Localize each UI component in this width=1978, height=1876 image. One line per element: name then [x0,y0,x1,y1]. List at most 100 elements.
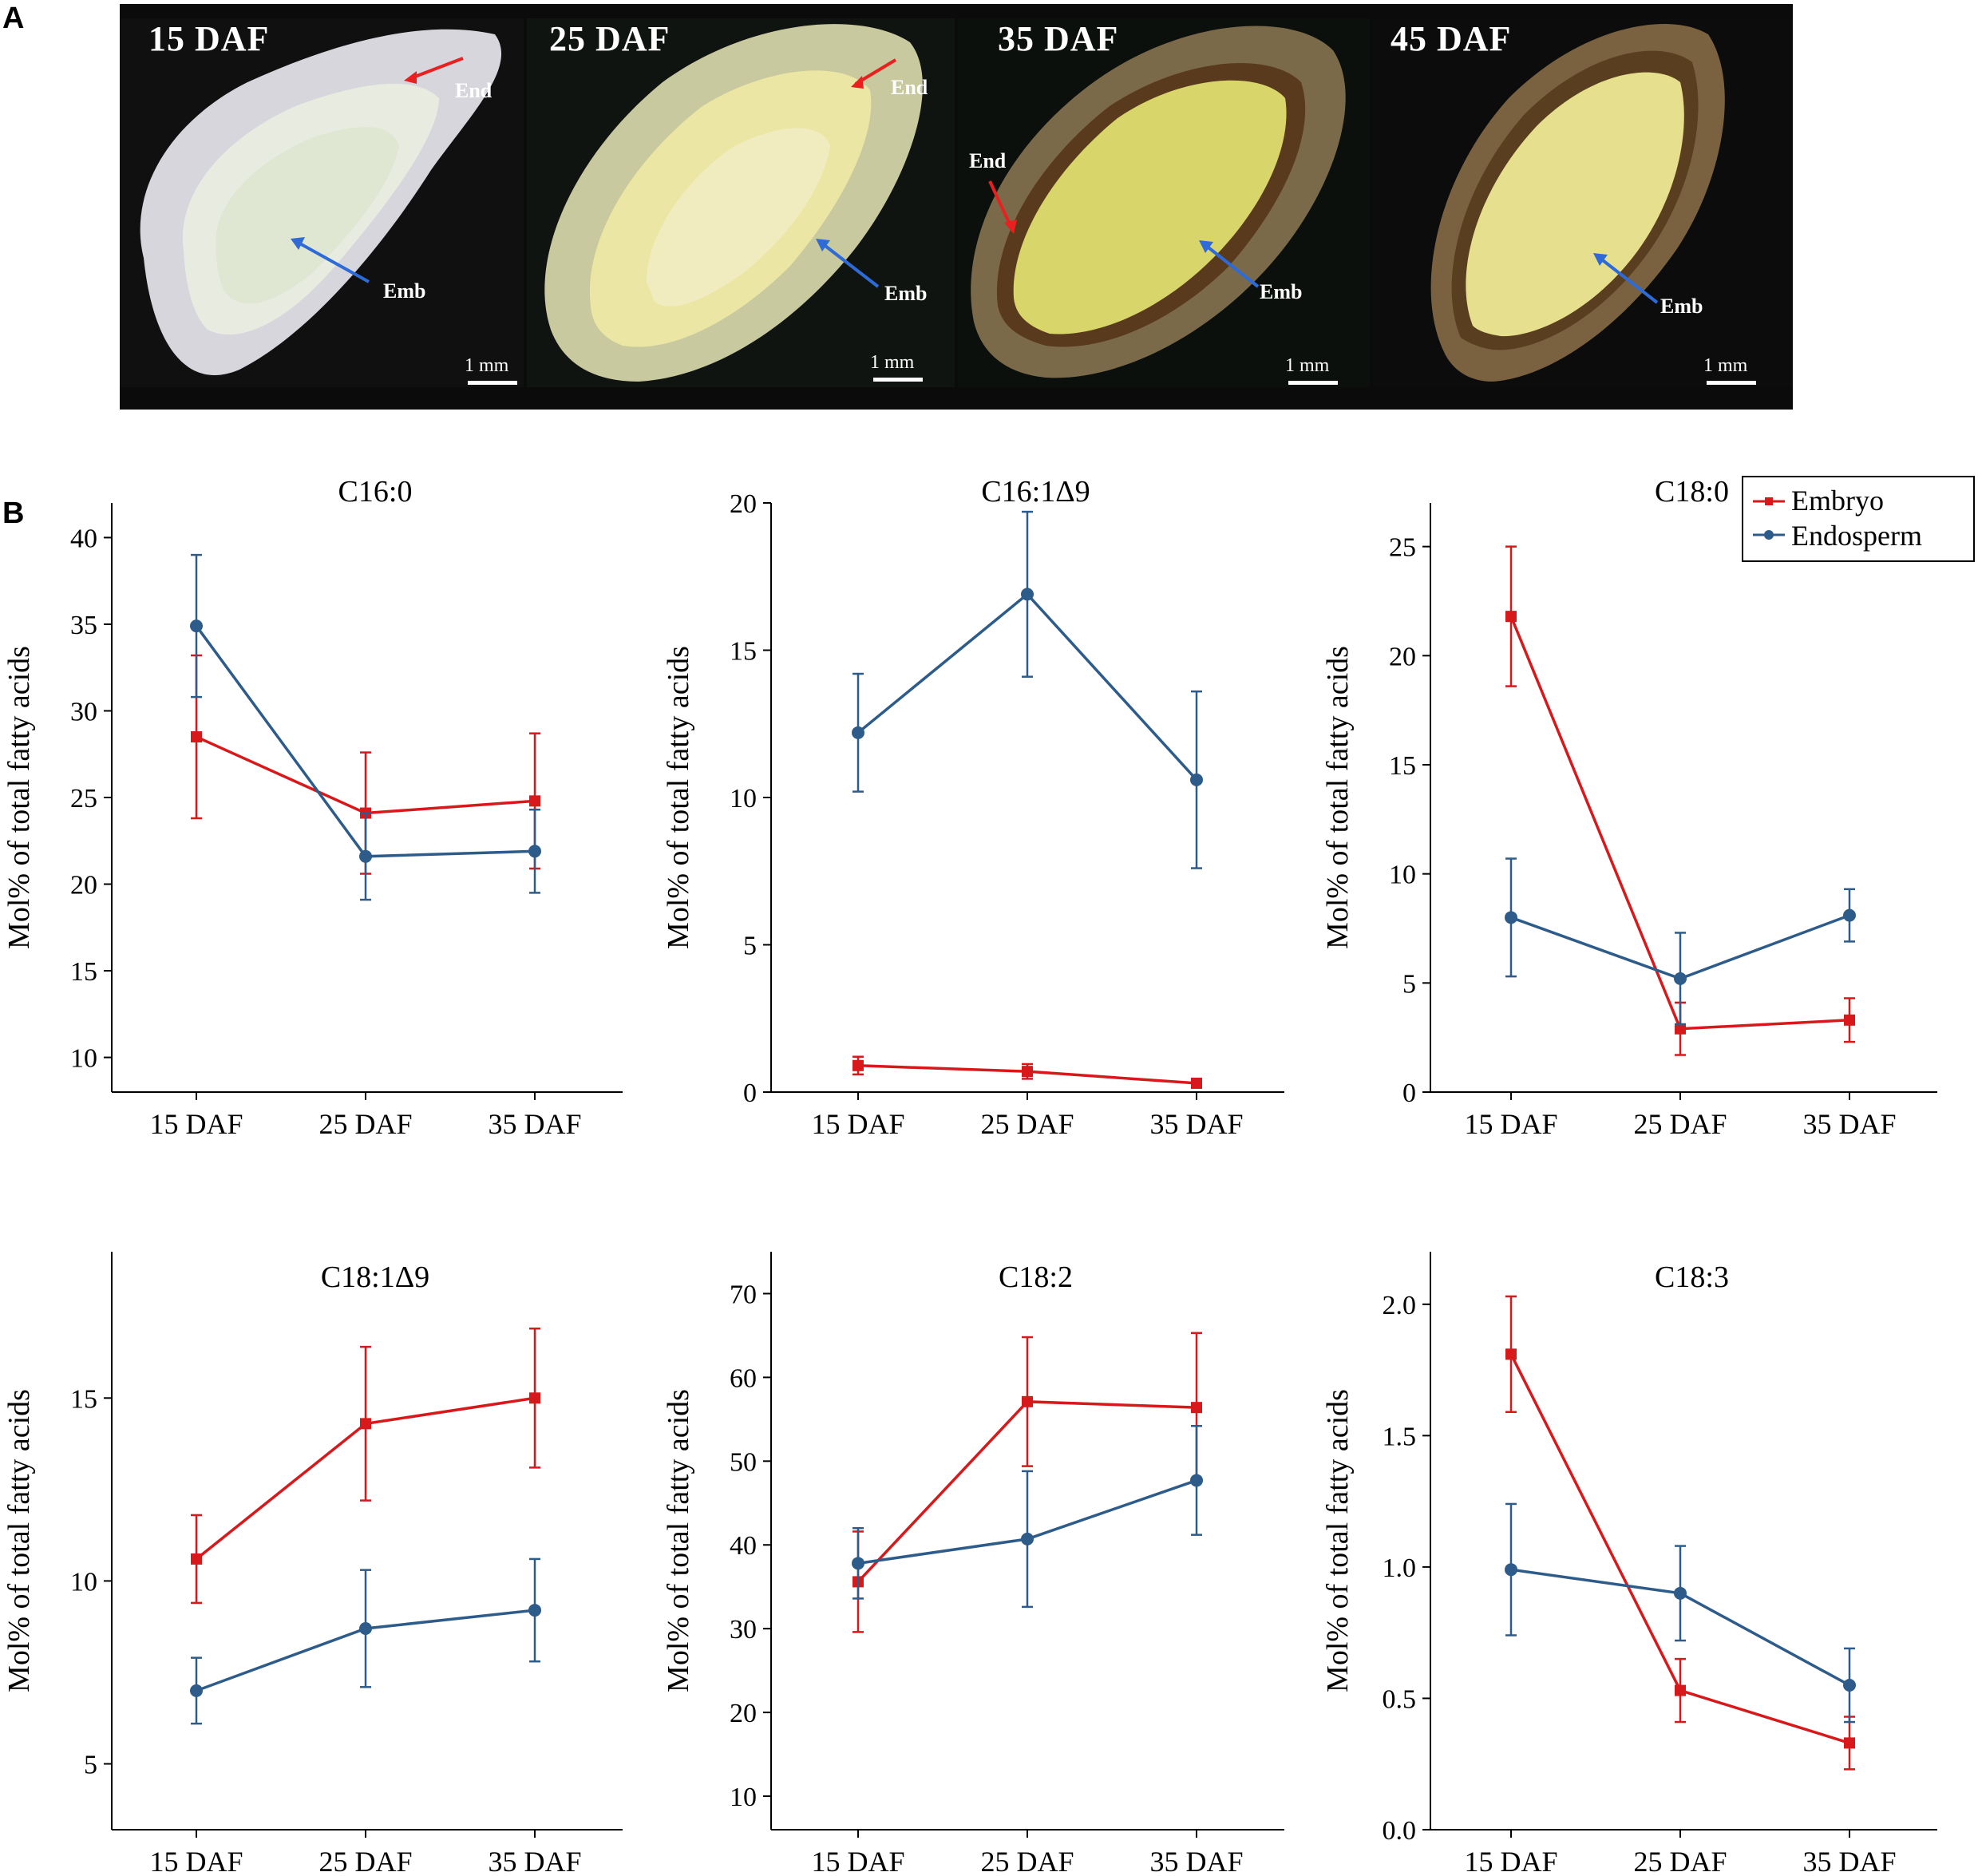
y-tick-label: 0.5 [1383,1684,1417,1714]
data-point-endosperm [1021,588,1034,601]
end-label: End [455,79,493,102]
annotation-arrows [816,58,897,288]
data-point-endosperm [1843,1679,1856,1692]
end-arrowhead [851,76,864,89]
y-tick-label: 0 [743,1079,757,1108]
scale-label: 1 mm [870,352,915,373]
seed-image-25daf: 25 DAF End Emb 1 mm [527,18,955,387]
data-point-endosperm [190,1684,203,1697]
data-point-embryo [529,1392,540,1404]
data-point-endosperm [852,726,864,739]
y-tick-label: 10 [70,1567,97,1597]
data-point-embryo [191,1553,202,1565]
data-point-endosperm [1843,908,1856,922]
y-tick-label: 1.5 [1383,1422,1417,1451]
panel-b-label: B [2,497,25,530]
panel-a-label: A [2,2,25,35]
emb-arrowhead [1593,253,1608,266]
x-tick-label: 15 DAF [149,1846,243,1876]
y-axis-label: Mol% of total fatty acids [2,1389,36,1692]
data-point-endosperm [1674,1586,1687,1600]
chart-title: C18:1Δ9 [321,1261,429,1294]
emb-arrow [296,240,370,283]
data-point-endosperm [1505,911,1517,924]
data-point-endosperm [528,845,541,858]
scale-label: 1 mm [1703,355,1748,376]
y-tick-label: 0.0 [1383,1816,1417,1846]
x-tick-label: 35 DAF [1149,1108,1243,1140]
emb-arrow [1204,243,1260,288]
end-arrow [988,180,1012,227]
y-tick-label: 15 [730,637,757,667]
data-point-embryo [1844,1737,1855,1749]
seed-title: 45 DAF [1391,19,1512,58]
x-tick-label: 35 DAF [1802,1846,1896,1876]
legend: Embryo Endosperm [1742,476,1975,562]
y-tick-label: 60 [730,1363,757,1393]
y-tick-label: 5 [1402,969,1416,999]
y-tick-label: 1.0 [1383,1553,1417,1583]
x-tick-label: 15 DAF [1464,1108,1557,1140]
emb-label: Emb [1660,295,1703,318]
y-tick-label: 0 [1402,1079,1416,1108]
scale-label: 1 mm [465,355,509,376]
end-arrow [408,57,464,81]
y-tick-label: 20 [70,871,97,900]
x-tick-label: 25 DAF [1633,1846,1727,1876]
x-tick-label: 35 DAF [488,1108,581,1140]
seed-image-45daf: 45 DAF Emb 1 mm [1373,18,1793,387]
emb-label: Emb [383,279,426,303]
annotation-arrows [1593,253,1659,304]
emb-arrowhead [816,239,830,251]
data-point-embryo [360,1418,371,1430]
y-tick-label: 20 [730,489,757,519]
data-point-embryo [191,731,202,743]
end-label: End [891,76,928,99]
end-arrowhead [404,71,417,84]
data-point-embryo [1022,1395,1033,1407]
y-tick-label: 10 [1389,861,1416,890]
seed-illustration [527,18,955,387]
scale-bar [468,381,517,385]
chart-title: C16:0 [338,475,413,509]
seed-title: 35 DAF [998,19,1119,58]
x-tick-label: 15 DAF [811,1108,904,1140]
data-point-embryo [1191,1402,1202,1414]
seed-title: 25 DAF [549,19,671,58]
annotation-arrows [291,57,464,283]
legend-embryo-marker [1765,497,1773,505]
seed-image-35daf: 35 DAF End Emb 1 mm [958,18,1370,387]
chart-title: C18:0 [1655,475,1729,509]
data-point-endosperm [852,1557,864,1570]
annotation-arrows [988,180,1260,288]
x-tick-label: 15 DAF [811,1846,904,1876]
data-point-endosperm [190,619,203,633]
y-tick-label: 15 [70,957,97,987]
x-tick-label: 15 DAF [1464,1846,1557,1876]
data-point-embryo [1022,1066,1033,1078]
legend-endosperm-marker [1764,530,1774,540]
y-tick-label: 70 [730,1280,757,1309]
data-point-embryo [1844,1014,1855,1026]
emb-arrow [1598,256,1659,304]
emb-arrowhead [291,237,305,250]
y-tick-label: 5 [743,932,757,961]
x-tick-label: 25 DAF [1633,1108,1727,1140]
seed-illustration [958,18,1370,387]
x-tick-label: 25 DAF [980,1108,1074,1140]
y-tick-label: 2.0 [1383,1291,1417,1320]
data-point-embryo [529,795,540,807]
data-point-embryo [1505,611,1517,623]
emb-label: Emb [884,282,928,305]
x-tick-label: 25 DAF [318,1108,412,1140]
chart-title: C18:2 [999,1261,1073,1294]
end-arrowhead [1004,220,1017,234]
emb-arrow [821,242,880,288]
x-tick-label: 15 DAF [149,1108,243,1140]
x-tick-label: 35 DAF [488,1846,581,1876]
data-point-embryo [1191,1077,1202,1089]
data-point-embryo [1675,1023,1686,1035]
data-point-embryo [1675,1684,1686,1696]
data-point-endosperm [1505,1563,1517,1577]
